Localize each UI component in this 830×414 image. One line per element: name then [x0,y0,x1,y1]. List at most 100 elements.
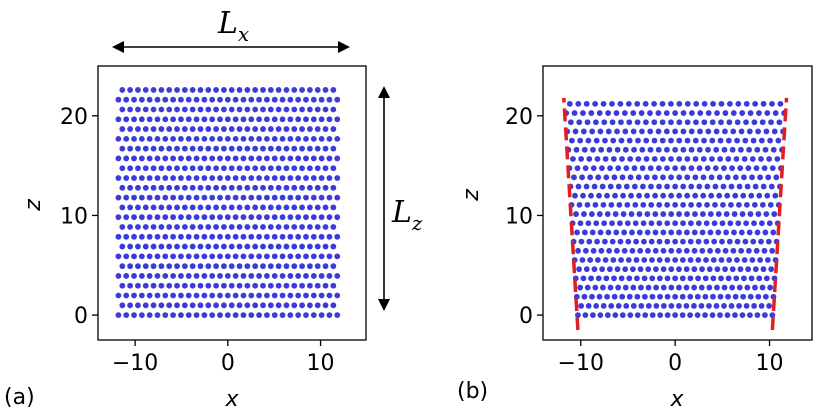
lattice-point [624,220,631,227]
lattice-point [291,87,298,93]
lattice-point [252,204,259,211]
lattice-point [715,229,722,236]
lattice-point [672,110,679,116]
lattice-point [705,146,711,153]
lattice-point [691,229,698,236]
lattice-point [631,183,638,190]
lattice-point [260,126,266,132]
lattice-point [170,175,177,181]
lattice-point [699,266,705,273]
lattice-point [201,233,208,240]
lattice-point [722,110,729,116]
lattice-point [748,275,755,282]
lattice-point [772,110,779,116]
lattice-point [303,116,309,123]
lattice-point [174,126,180,132]
lattice-point [244,263,251,270]
lattice-point [310,175,317,181]
lattice-point [651,156,658,162]
lattice-point [718,257,725,263]
lattice-point [765,174,772,181]
lattice-point [726,257,733,263]
lattice-point [762,229,769,236]
lattice-point [244,126,251,132]
lattice-point [275,302,282,309]
lattice-point [138,96,145,103]
lattice-point [622,284,629,291]
lattice-point [267,126,274,132]
lattice-point [318,96,325,103]
lattice-point [649,312,656,318]
lattice-point [244,224,251,230]
lattice-point [627,156,634,162]
lattice-point [142,126,149,132]
lattice-point [598,247,605,254]
lattice-point [193,135,200,142]
lattice-point [189,282,196,289]
lattice-point [205,263,212,270]
lattice-point [713,303,720,309]
lattice-point [695,257,702,263]
lattice-point [142,282,149,289]
lattice-point [217,155,223,162]
lattice-point [154,194,161,201]
lattice-point [684,156,691,162]
lattice-point [615,165,622,172]
lattice-point [201,175,208,181]
lattice-point [659,156,666,162]
lattice-point [295,214,302,221]
lattice-point [232,155,239,162]
lattice-point [680,238,686,245]
lattice-point [314,263,321,270]
lattice-point [166,184,173,191]
lattice-point [264,312,270,318]
lattice-point [279,175,286,181]
lattice-point [256,175,262,181]
lattice-point [240,155,247,162]
lattice-point [279,214,286,221]
lattice-point [330,165,337,172]
lattice-point [334,292,341,299]
lattice-point [142,263,149,270]
lattice-point [244,87,251,93]
lattice-point [213,126,220,132]
lattice-point [607,284,614,291]
lattice-point [166,302,173,309]
lz-label-main: L [391,195,412,230]
lattice-point [584,119,591,126]
lattice-point [166,145,173,152]
lattice-point [123,135,130,142]
lattice-point [166,243,173,250]
lattice-point [224,135,231,142]
lattice-point [295,155,302,162]
lattice-point [577,220,584,227]
lattice-point [721,165,727,172]
lattice-point [668,284,675,291]
lattice-point [170,214,177,221]
lattice-point [240,175,247,181]
lattice-point [754,146,761,153]
lattice-point [142,165,149,172]
lattice-point [740,293,747,300]
lattice-point [174,224,180,230]
lattice-point [326,233,333,240]
lattice-point [696,201,702,208]
lattice-point [706,266,713,273]
lattice-point [705,110,712,116]
lattice-point [672,183,679,190]
lattice-point [318,273,325,279]
lattice-point [596,192,602,199]
lattice-point [142,87,149,93]
lattice-point [592,100,599,107]
lattice-point [326,214,333,221]
panel-a-y-axis-label: z [21,199,46,212]
lattice-point [611,275,617,282]
lattice-point [185,273,192,279]
lattice-point [717,312,723,318]
lattice-point [310,253,317,260]
lattice-point [224,175,231,181]
lattice-point [576,266,582,273]
lattice-point [707,247,713,254]
lz-label-subscript: z [411,211,423,235]
lattice-point [672,128,679,135]
